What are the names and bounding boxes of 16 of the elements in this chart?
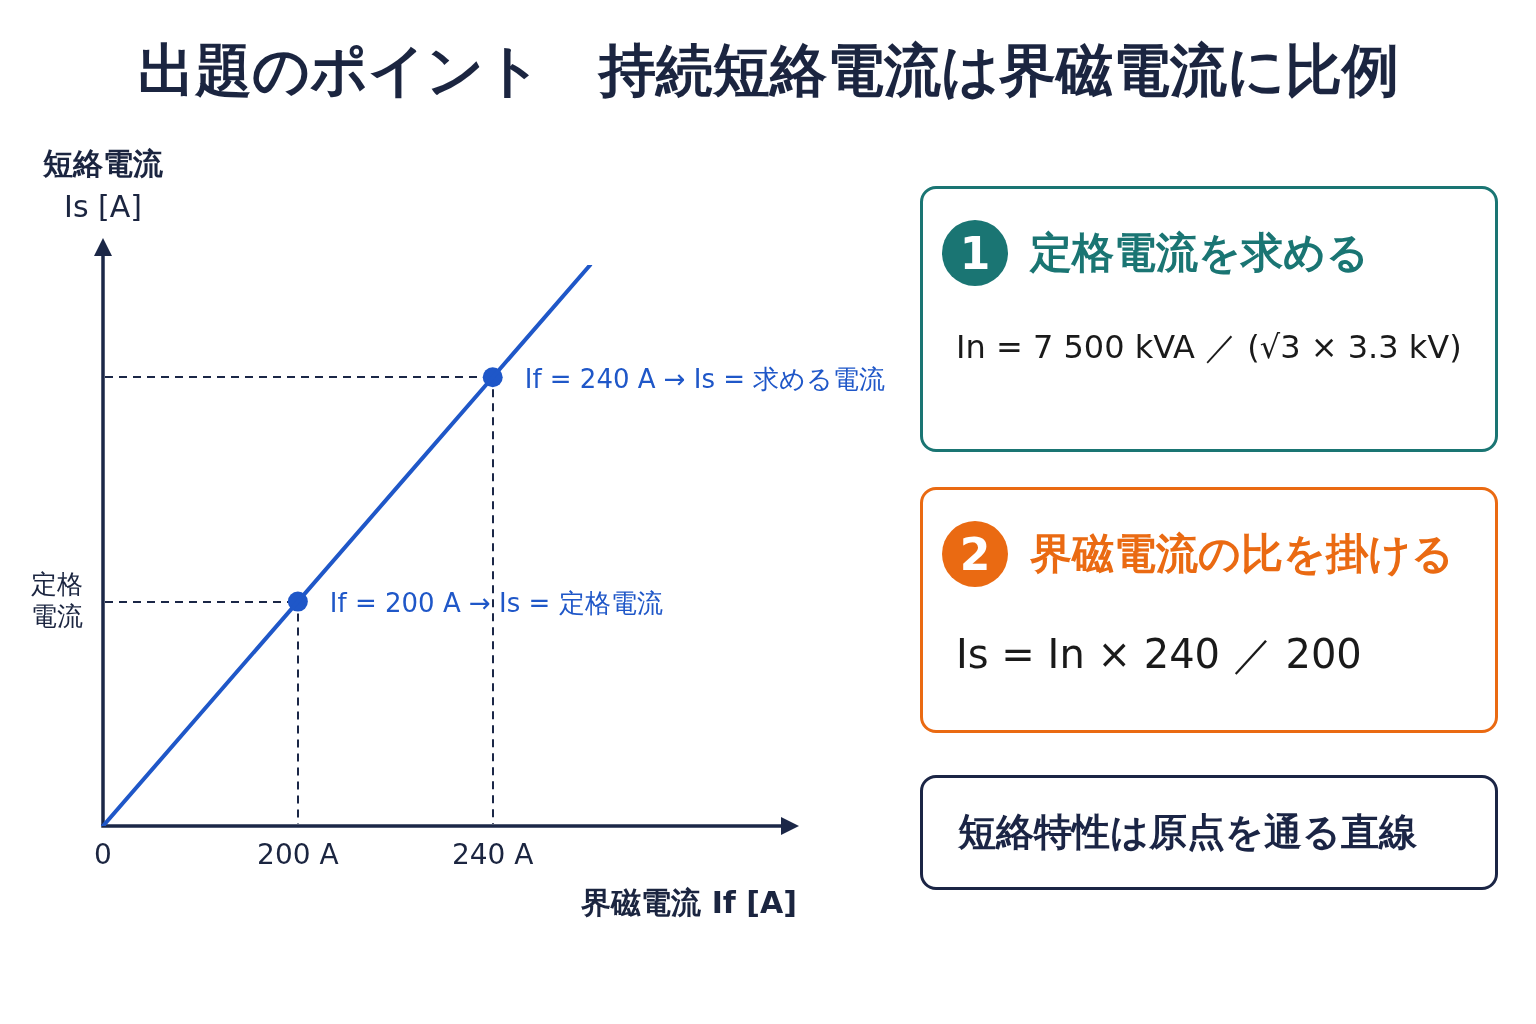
text: 定格電流を求める: [1030, 227, 1369, 279]
annotation: If = 200 A → Is = 定格電流: [329, 588, 663, 619]
x-tick-label: 200 A: [257, 838, 339, 872]
x-axis-title: 界磁電流 If [A]: [580, 884, 797, 920]
ref-line-label: 定格電流: [31, 568, 83, 631]
text: In = 7 500 kVA ／ (√3 × 3.3 kV): [956, 327, 1462, 368]
text: 短絡特性は原点を通る直線: [958, 809, 1417, 856]
chart-title: 出題のポイント 持続短絡電流は界磁電流に比例: [136, 36, 1400, 104]
annotation: If = 240 A → Is = 求める電流: [524, 363, 886, 394]
circle-badge: 2: [942, 521, 1008, 587]
text: 界磁電流の比を掛ける: [1030, 528, 1454, 580]
y-axis-title: 短絡電流 Is [A]: [42, 145, 164, 224]
text: Is = In × 240 ／ 200: [956, 630, 1362, 679]
x-tick-label: 240 A: [451, 838, 534, 872]
x-tick-label: 0: [94, 838, 112, 872]
circle-badge: 1: [942, 220, 1008, 286]
